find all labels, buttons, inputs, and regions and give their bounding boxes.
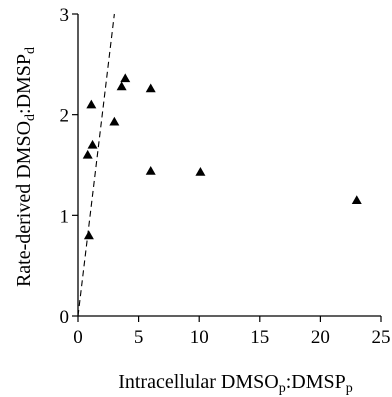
y-axis-label: Rate-derived DMSOd:DMSPd (13, 47, 38, 287)
y-tick-label: 2 (60, 106, 70, 127)
x-tick-label: 5 (134, 327, 144, 348)
label-text: Rate-derived DMSO (13, 121, 35, 287)
label-subscript: d (23, 114, 38, 121)
data-point-triangle (145, 83, 156, 93)
y-tick-label: 1 (60, 206, 70, 227)
data-point-triangle (145, 166, 156, 175)
label-subscript: p (346, 381, 353, 396)
data-point-triangle (82, 149, 93, 159)
x-tick-label: 10 (190, 327, 209, 348)
data-points (82, 73, 362, 240)
reference-line (77, 13, 115, 317)
label-subscript: p (279, 381, 286, 396)
data-point-triangle (351, 195, 362, 204)
x-tick-label: 25 (372, 327, 391, 348)
x-tick-label: 15 (250, 327, 269, 348)
label-text: :DMSP (13, 54, 35, 114)
x-axis-label: Intracellular DMSOp:DMSPp (118, 371, 353, 396)
y-tick-label: 3 (60, 5, 70, 26)
data-point-triangle (83, 230, 94, 240)
data-point-triangle (86, 99, 97, 109)
label-text: :DMSP (286, 371, 346, 393)
data-point-triangle (109, 116, 120, 126)
label-subscript: d (23, 47, 38, 54)
x-tick-label: 0 (73, 327, 83, 348)
y-tick-label: 0 (60, 307, 70, 328)
data-point-triangle (120, 73, 131, 83)
axes: 0 5 10 15 20 25 0 1 2 3 (60, 5, 391, 348)
x-tick-label: 20 (311, 327, 330, 348)
data-point-triangle (87, 139, 98, 149)
data-point-triangle (116, 81, 127, 91)
label-text: Intracellular DMSO (118, 371, 279, 393)
data-point-triangle (195, 167, 206, 176)
reference-line-layer (77, 13, 115, 317)
